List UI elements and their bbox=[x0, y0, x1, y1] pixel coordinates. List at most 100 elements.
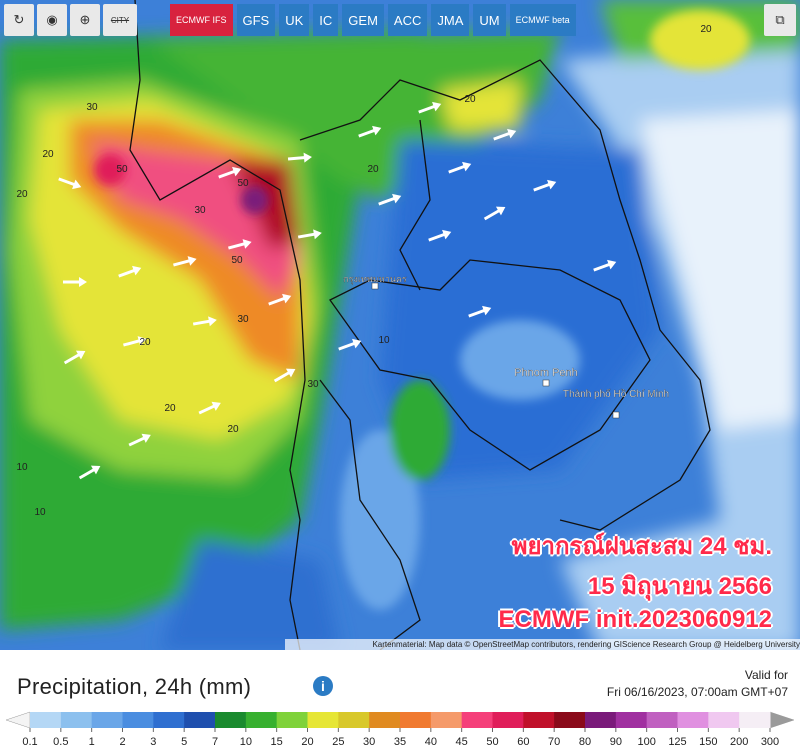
scale-label: 0.5 bbox=[53, 736, 68, 748]
contour-label: 20 bbox=[367, 164, 379, 175]
scale-swatch bbox=[554, 712, 586, 728]
scale-label: 15 bbox=[271, 736, 283, 748]
scale-swatch bbox=[739, 712, 771, 728]
legend: Precipitation, 24h (mm) i Valid for Fri … bbox=[0, 650, 800, 750]
place-label: Thành phố Hồ Chí Minh bbox=[563, 388, 669, 400]
reload-button[interactable]: ↻ bbox=[4, 4, 34, 36]
contour-label: 20 bbox=[164, 403, 176, 414]
scale-swatch bbox=[338, 712, 370, 728]
scale-swatch bbox=[492, 712, 524, 728]
wind-arrow bbox=[428, 229, 452, 242]
color-scale: 0.1 0.5 1 2 3 5 7 10 15 20 25 30 35 40 45 50 60 70 80 90 100… bbox=[5, 711, 795, 748]
wind-arrow bbox=[78, 465, 101, 480]
wind-arrow bbox=[493, 128, 517, 141]
scale-label: 25 bbox=[332, 736, 344, 748]
wind-arrow bbox=[297, 229, 322, 240]
overlay-line: พยากรณ์ฝนสะสม 24 ชม. bbox=[511, 533, 772, 560]
scale-swatch bbox=[646, 712, 678, 728]
overlay-line: ECMWF init.2023060912 bbox=[498, 606, 772, 633]
contour-label: 30 bbox=[194, 205, 206, 216]
scale-label: 10 bbox=[240, 736, 252, 748]
scale-label: 5 bbox=[181, 736, 187, 748]
scale-label: 60 bbox=[517, 736, 529, 748]
contour-label: 50 bbox=[237, 178, 249, 189]
scale-swatch bbox=[461, 712, 493, 728]
location-button[interactable]: ◉ bbox=[37, 4, 67, 36]
model-button[interactable]: ACC bbox=[387, 4, 428, 36]
scale-swatch bbox=[585, 712, 617, 728]
scale-swatch bbox=[215, 712, 247, 728]
borders bbox=[129, 0, 711, 650]
scale-swatch bbox=[708, 712, 740, 728]
wind-arrow bbox=[198, 401, 221, 415]
scale-swatch bbox=[307, 712, 339, 728]
scale-swatch bbox=[245, 712, 278, 728]
scale-below bbox=[5, 711, 31, 729]
model-button[interactable]: ECMWF IFS bbox=[170, 4, 233, 36]
scale-label: 300 bbox=[761, 736, 779, 748]
scale-label: 50 bbox=[486, 736, 498, 748]
model-button[interactable]: UM bbox=[473, 4, 506, 36]
scale-swatch bbox=[91, 712, 123, 728]
city-button[interactable]: CITY bbox=[103, 4, 137, 36]
scale-swatch bbox=[60, 712, 93, 728]
wind-arrow bbox=[483, 206, 506, 221]
scale-label: 100 bbox=[637, 736, 655, 748]
scale-swatch bbox=[615, 712, 648, 728]
wind-arrow bbox=[173, 256, 197, 267]
model-button[interactable]: JMA bbox=[431, 4, 470, 36]
wind-arrow bbox=[123, 336, 147, 347]
scale-label: 150 bbox=[699, 736, 717, 748]
contour-label: 20 bbox=[16, 189, 28, 200]
wind-arrow bbox=[218, 166, 242, 179]
share-button[interactable]: ⧉ bbox=[764, 4, 796, 36]
wind-arrow bbox=[287, 152, 312, 163]
wind-arrow bbox=[228, 239, 252, 250]
contour-label: 20 bbox=[42, 149, 54, 160]
wind-arrow bbox=[118, 265, 142, 278]
contour-label: 50 bbox=[231, 255, 243, 266]
wind-arrow bbox=[533, 179, 557, 192]
scale-swatch bbox=[430, 712, 463, 728]
contour-label: 50 bbox=[116, 164, 128, 175]
zoom-button[interactable]: ⊕ bbox=[70, 4, 100, 36]
precip-detail bbox=[94, 10, 750, 610]
scale-label: 70 bbox=[548, 736, 560, 748]
map: 30 50 20 20 30 50 50 30 20 20 20 10 10 20 20 10 30 20 กรุ… bbox=[0, 0, 800, 650]
model-button[interactable]: ECMWF beta bbox=[509, 4, 576, 36]
model-button[interactable]: GEM bbox=[342, 4, 384, 36]
wind-arrow bbox=[468, 305, 492, 318]
scale-swatch bbox=[369, 712, 401, 728]
wind-arrow bbox=[338, 338, 362, 351]
model-button[interactable]: IC bbox=[313, 4, 339, 36]
contour-label: 10 bbox=[34, 507, 46, 518]
scale-label: 3 bbox=[150, 736, 156, 748]
scale-label: 1 bbox=[89, 736, 95, 748]
contour-label: 20 bbox=[139, 337, 151, 348]
wind-arrow bbox=[378, 193, 402, 206]
wind-arrow bbox=[418, 101, 442, 114]
model-button[interactable]: UK bbox=[279, 4, 310, 36]
scale-swatch bbox=[276, 712, 308, 728]
model-button[interactable]: GFS bbox=[236, 4, 276, 36]
contour-label: 20 bbox=[464, 94, 476, 105]
contour-label: 30 bbox=[86, 102, 98, 113]
wind-arrow bbox=[58, 177, 82, 190]
contour-labels: 30 50 20 20 30 50 50 30 20 20 20 10 10 20 20 10 30 20 bbox=[16, 24, 712, 518]
scale-swatch bbox=[153, 712, 185, 728]
scale-label: 30 bbox=[363, 736, 375, 748]
scale-swatch bbox=[184, 712, 216, 728]
city-markers bbox=[371, 282, 620, 419]
overlay-line: 15 มิถุนายน 2566 bbox=[587, 573, 772, 600]
place-label: กรุงเทพมหานคร bbox=[343, 274, 407, 285]
contour-label: 10 bbox=[378, 335, 390, 346]
wind-arrow bbox=[128, 433, 151, 447]
wind-arrow bbox=[448, 161, 472, 174]
wind-arrow bbox=[273, 368, 296, 383]
wind-arrows bbox=[58, 101, 617, 480]
place-label: Phnom Penh bbox=[514, 367, 578, 379]
scale-label: 20 bbox=[301, 736, 313, 748]
valid-time: Fri 06/16/2023, 07:00am GMT+07 bbox=[606, 685, 788, 699]
info-button[interactable]: i bbox=[313, 676, 333, 696]
